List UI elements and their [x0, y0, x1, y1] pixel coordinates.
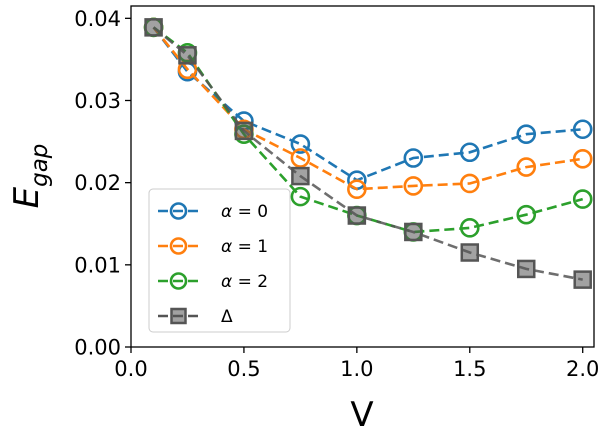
legend-marker [169, 237, 188, 255]
x-tick-label: 2.0 [566, 357, 598, 381]
data-point [572, 149, 593, 169]
series-line [152, 26, 583, 191]
ticks-layer: 0.0 0.5 1.0 1.5 2.0 0.00 0.01 0.02 0.03 0.04 [74, 7, 598, 381]
data-point [178, 46, 197, 65]
series-layer [143, 17, 593, 289]
data-point [404, 222, 423, 242]
data-point [572, 119, 593, 140]
legend-marker [169, 202, 188, 220]
series-3 [144, 18, 592, 289]
data-point [347, 206, 367, 225]
y-tick-label: 0.03 [74, 89, 121, 113]
series-0 [143, 17, 593, 190]
data-point [460, 243, 480, 262]
y-tick-label: 0.04 [74, 7, 121, 31]
legend-marker [169, 272, 188, 290]
legend-marker [170, 307, 187, 325]
legend-item: α = 2 [158, 272, 268, 292]
y-axis-label-subscript: gap [27, 144, 53, 187]
legend-item: α = 1 [158, 237, 268, 257]
y-axis-label: Egap [7, 144, 53, 209]
legend-label: α = 1 [221, 237, 268, 257]
legend-label: α = 2 [221, 272, 268, 292]
data-point [516, 259, 536, 279]
data-point [234, 121, 254, 141]
data-point [290, 186, 311, 207]
data-point [290, 134, 311, 154]
plot-frame [130, 5, 595, 348]
data-point [572, 189, 593, 209]
y-axis-label-base: E [7, 186, 47, 208]
legend-label: α = 0 [221, 202, 268, 222]
x-tick-label: 1.0 [340, 357, 373, 381]
data-point [459, 142, 480, 163]
x-tick-label: 0.0 [114, 357, 147, 381]
legend-item: Δ [158, 307, 233, 327]
legend: α = 0 α = 1 α = 2 Δ [148, 188, 291, 333]
data-point [403, 148, 424, 168]
data-point [290, 148, 311, 168]
y-tick-label: 0.00 [74, 336, 121, 360]
data-point [291, 166, 310, 186]
axis-labels: V Egap [7, 144, 374, 433]
data-point [459, 218, 480, 238]
data-point [459, 173, 480, 194]
data-point [516, 157, 537, 177]
legend-label: Δ [221, 307, 233, 327]
series-line [152, 26, 583, 182]
data-point [516, 124, 537, 144]
data-point [403, 176, 424, 196]
data-point [347, 179, 367, 200]
y-tick-label: 0.02 [74, 171, 121, 195]
y-tick-label: 0.01 [74, 253, 121, 277]
x-tick-label: 0.5 [227, 357, 260, 381]
data-point [573, 270, 592, 289]
x-axis-label: V [350, 395, 373, 433]
legend-box [148, 188, 291, 333]
data-point [144, 18, 163, 37]
data-point [516, 204, 537, 225]
x-tick-label: 1.5 [453, 357, 486, 381]
series-1 [143, 17, 593, 200]
legend-item: α = 0 [158, 202, 268, 222]
